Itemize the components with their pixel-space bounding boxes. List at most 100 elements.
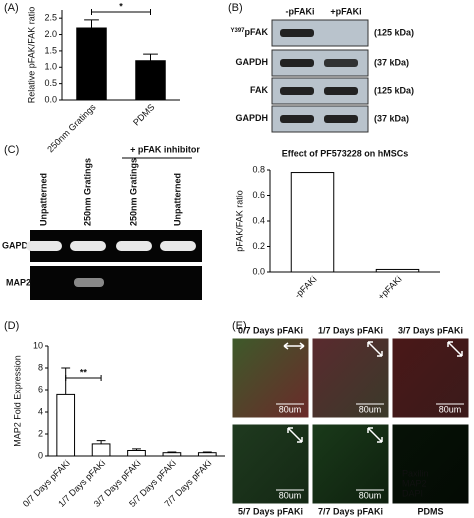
blot-row-label: Y397pFAK	[230, 27, 268, 37]
gel-row-label: GAPDH	[2, 240, 35, 250]
gel-column-label: Unpatterned	[172, 173, 182, 226]
panel-label: (A)	[4, 2, 19, 14]
blot-row-superscript: Y397	[230, 28, 245, 34]
y-tick-label: 0.0	[252, 266, 265, 276]
micrograph	[231, 423, 310, 505]
panel-label: (D)	[4, 320, 19, 332]
gel-strip	[30, 266, 202, 300]
error-bar	[202, 451, 212, 453]
blot-row-label: FAK	[250, 85, 269, 95]
y-tick-label: 0.6	[252, 190, 265, 200]
y-tick-label: 2.0	[44, 29, 57, 39]
blot-band	[324, 87, 358, 95]
blot-band	[280, 115, 314, 123]
scale-bar-label: 80um	[279, 404, 302, 414]
bar	[375, 268, 420, 273]
panel-label: (C)	[4, 144, 19, 156]
x-tick-label: 250nm Gratings	[45, 102, 98, 155]
gel-column-label: 250nm Gratings	[82, 158, 92, 226]
bar	[290, 172, 335, 273]
inhibitor-label: + pFAK inhibitor	[130, 144, 200, 154]
gel-column-label: 250nm Gratings	[128, 158, 138, 226]
significance-bracket	[91, 9, 151, 15]
blot-band	[280, 59, 314, 67]
image-title: 1/7 Days pFAKi	[318, 325, 383, 335]
significance-label: *	[119, 1, 123, 11]
significance-bracket	[65, 375, 102, 381]
image-title: 3/7 Days pFAKi	[398, 325, 463, 335]
scale-bar-label: 80um	[279, 490, 302, 500]
blot-size-label: (125 kDa)	[374, 85, 414, 95]
error-bar	[143, 53, 158, 61]
x-tick-label: +pFAKi	[376, 274, 404, 302]
blot-row-name: GAPDH	[235, 57, 268, 67]
y-tick-label: 1.5	[44, 45, 57, 55]
x-tick-label: PDMS	[131, 102, 156, 127]
y-tick-label: 0.2	[252, 241, 265, 251]
blot-column-label: +pFAKi	[330, 6, 361, 16]
image-title: 0/7 Days pFAKi	[238, 325, 303, 335]
blot-size-label: (125 kDa)	[374, 27, 414, 37]
gel-band	[26, 241, 62, 251]
legend-label: Paxilin	[402, 468, 429, 478]
micrograph	[231, 337, 310, 419]
gel-band	[74, 278, 104, 287]
x-tick-label: -pFAKi	[292, 274, 318, 300]
blot-row-label: GAPDH	[235, 57, 268, 67]
image-title: 5/7 Days pFAKi	[238, 506, 303, 516]
y-tick-label: 0.4	[252, 215, 265, 225]
error-bar	[167, 451, 177, 453]
bar	[56, 393, 76, 457]
error-bar	[84, 19, 99, 28]
micrograph	[391, 337, 470, 419]
blot-band	[280, 29, 314, 37]
bar	[91, 443, 111, 457]
chart-title: Effect of PF573228 on hMSCs	[282, 148, 409, 158]
scale-bar-label: 80um	[359, 490, 382, 500]
blot-row-name: FAK	[250, 85, 269, 95]
orientation-arrow	[447, 341, 463, 357]
orientation-arrow	[367, 341, 383, 357]
gel-band	[70, 241, 106, 251]
orientation-arrow	[287, 427, 303, 443]
micrograph	[391, 423, 470, 505]
panel-label: (B)	[228, 2, 243, 14]
error-bar	[96, 440, 106, 444]
y-tick-label: 6	[38, 384, 43, 394]
y-tick-label: 4	[38, 406, 43, 416]
bar	[135, 60, 166, 101]
gel-band	[160, 241, 196, 251]
scale-bar-label: 80um	[439, 404, 462, 414]
blot-row-name: pFAK	[245, 27, 269, 37]
y-axis-label: Relative pFAK/FAK ratio	[26, 7, 36, 104]
y-tick-label: 0.5	[44, 78, 57, 88]
y-tick-label: 0.8	[252, 164, 265, 174]
legend-label: MAP2	[402, 478, 427, 488]
y-axis-label: pFAK/FAK ratio	[234, 190, 244, 252]
bar	[76, 27, 107, 101]
bar	[162, 452, 182, 457]
micrograph	[311, 337, 390, 419]
y-tick-label: 0	[38, 450, 43, 460]
y-tick-label: 8	[38, 362, 43, 372]
y-tick-label: 1.0	[44, 62, 57, 72]
blot-size-label: (37 kDa)	[374, 57, 409, 67]
y-tick-label: 0.0	[44, 94, 57, 104]
y-tick-label: 2	[38, 428, 43, 438]
y-tick-label: 10	[33, 340, 43, 350]
y-tick-label: 2.5	[44, 13, 57, 23]
blot-band	[324, 115, 358, 123]
orientation-arrow	[283, 342, 305, 350]
scale-bar-label: 80um	[359, 404, 382, 414]
blot-column-label: -pFAKi	[286, 6, 315, 16]
significance-label: **	[80, 367, 88, 377]
blot-band	[324, 59, 358, 67]
gel-column-label: Unpatterned	[38, 173, 48, 226]
orientation-arrow	[367, 427, 383, 443]
blot-row-label: GAPDH	[235, 113, 268, 123]
blot-row-name: GAPDH	[235, 113, 268, 123]
legend-label: DAPI	[402, 488, 423, 498]
y-axis-label: MAP2 Fold Expression	[12, 355, 22, 447]
bar	[197, 452, 217, 457]
